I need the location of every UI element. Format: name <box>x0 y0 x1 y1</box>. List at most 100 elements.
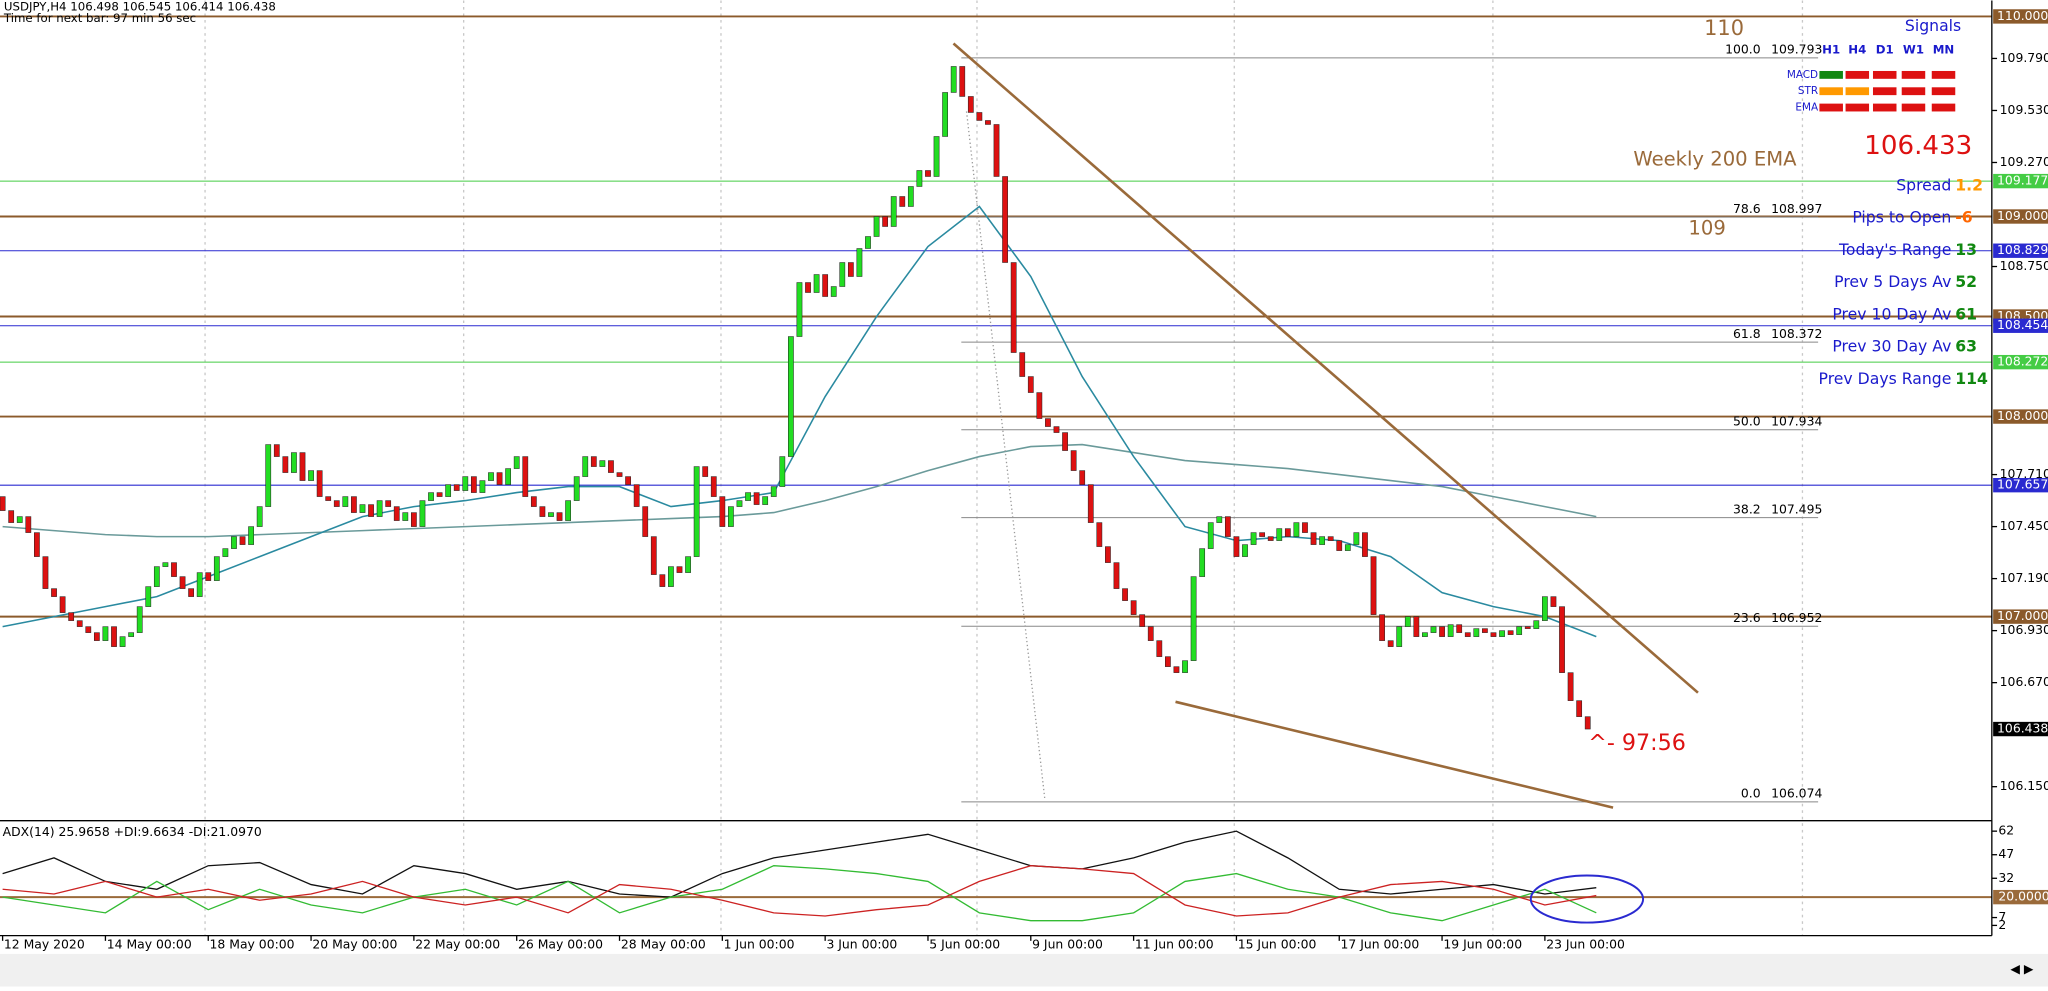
candle <box>847 262 854 277</box>
candle <box>265 444 272 507</box>
y-tick-label: 107.450 <box>2000 518 2048 533</box>
level-tag-label: 108.000 <box>1997 408 2048 423</box>
candle <box>1387 640 1394 647</box>
candle <box>590 456 597 467</box>
signal-cell <box>1845 103 1870 112</box>
candle <box>213 556 220 581</box>
fib-price: 109.793 <box>1771 42 1822 57</box>
fib-price: 107.495 <box>1771 501 1822 516</box>
candle <box>479 480 486 493</box>
candle <box>393 506 400 521</box>
candle <box>119 636 126 647</box>
candle <box>1576 700 1583 717</box>
candle <box>1550 596 1557 607</box>
signal-column: MN <box>1933 43 1955 57</box>
candle <box>530 496 537 507</box>
fib-ratio: 38.2 <box>1733 501 1761 516</box>
signal-cell <box>1901 70 1926 79</box>
candle <box>676 566 683 573</box>
candle <box>1190 576 1197 661</box>
candle <box>402 512 409 521</box>
candle <box>411 512 417 527</box>
candle <box>1070 450 1077 471</box>
adx-tick-label: 7 <box>1998 909 2006 924</box>
candle <box>76 620 83 627</box>
level-tag-label: 107.657 <box>1997 477 2048 492</box>
y-tick-label: 108.750 <box>2000 258 2048 273</box>
candle <box>171 562 177 577</box>
candle <box>856 248 863 277</box>
candle <box>556 512 563 521</box>
level-tag <box>1993 9 2048 24</box>
candle <box>693 466 700 557</box>
candle <box>291 452 297 473</box>
candle <box>59 596 66 613</box>
x-tick-label: 11 Jun 00:00 <box>1135 936 1214 951</box>
candle <box>513 456 520 469</box>
adx-line <box>2 865 1597 917</box>
stat-value: 1.2 <box>1955 175 1983 194</box>
y-tick-label: 109.270 <box>2000 154 2048 169</box>
candle <box>830 286 837 297</box>
candle <box>1353 532 1360 545</box>
candle <box>899 196 906 207</box>
x-tick-label: 26 May 00:00 <box>518 936 603 951</box>
signal-cell <box>1931 70 1956 79</box>
candle <box>993 124 1000 177</box>
candle <box>1010 262 1017 353</box>
candle <box>719 496 726 527</box>
candle <box>796 282 803 337</box>
panel-title: Signals <box>1905 16 1961 35</box>
level-tag <box>1993 477 2048 493</box>
candle <box>153 566 160 587</box>
candle <box>608 460 614 473</box>
candle <box>1156 640 1163 657</box>
stat-value: -6 <box>1955 208 1972 227</box>
candle <box>1559 606 1565 673</box>
candle <box>445 484 452 497</box>
stat-label: Pips to Open <box>1852 208 1951 227</box>
signal-cell <box>1901 103 1926 112</box>
tab-scroll[interactable]: ◀ ▶ <box>2010 961 2033 976</box>
fib-price: 106.952 <box>1771 610 1822 625</box>
candle <box>222 548 229 557</box>
candle <box>1182 660 1188 673</box>
candle <box>1507 630 1514 635</box>
candle <box>1542 596 1548 621</box>
candle <box>1379 614 1385 641</box>
level-tag-label: 110.000 <box>1997 8 2048 23</box>
candle <box>342 496 349 507</box>
candle <box>145 586 152 607</box>
level-tag-label: 106.438 <box>1997 721 2048 736</box>
candle <box>1105 546 1111 563</box>
fib-price: 108.372 <box>1771 326 1822 341</box>
level-tag-label: 109.000 <box>1997 208 2048 223</box>
candle <box>950 66 957 93</box>
fib-ratio: 100.0 <box>1725 42 1761 57</box>
stat-label: Today's Range <box>1838 240 1951 259</box>
candle <box>1499 630 1505 637</box>
x-tick-label: 20 May 00:00 <box>312 936 397 951</box>
candle <box>1036 392 1043 419</box>
candle <box>162 562 169 567</box>
signal-row-label: MACD <box>1787 69 1818 81</box>
fib-price: 106.074 <box>1771 786 1822 801</box>
candle <box>907 186 914 207</box>
candle <box>1404 616 1411 627</box>
signal-cell <box>1845 87 1870 96</box>
candle <box>625 476 631 485</box>
candle <box>1482 628 1488 633</box>
level-tag <box>1993 209 2048 224</box>
signal-cell <box>1845 70 1870 79</box>
candle <box>68 612 75 621</box>
candle <box>650 536 657 575</box>
candle <box>428 492 434 501</box>
stat-value: 63 <box>1955 337 1977 356</box>
candle <box>967 96 974 113</box>
candle <box>85 626 92 633</box>
candle <box>136 606 143 633</box>
signal-cell <box>1819 70 1843 79</box>
candle <box>273 444 280 457</box>
candle <box>762 496 769 505</box>
